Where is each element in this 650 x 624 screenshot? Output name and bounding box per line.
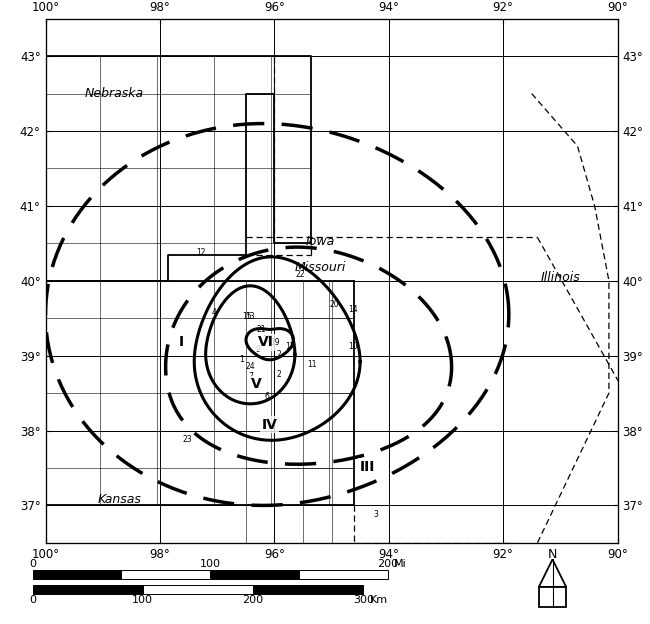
Text: I: I (179, 335, 184, 349)
Text: 4: 4 (212, 308, 216, 317)
Text: 20: 20 (330, 300, 339, 310)
Text: 13: 13 (263, 334, 272, 344)
Text: Illinois: Illinois (540, 271, 580, 283)
Bar (299, 570, 387, 579)
Text: Kansas: Kansas (98, 493, 142, 506)
Text: 200: 200 (242, 595, 264, 605)
Text: 15: 15 (242, 312, 252, 321)
Text: 7: 7 (248, 372, 253, 381)
Text: 22: 22 (295, 270, 305, 280)
Text: Nebraska: Nebraska (84, 87, 144, 100)
Text: Mi: Mi (394, 559, 407, 569)
Text: III: III (359, 459, 374, 474)
Text: N: N (548, 548, 557, 561)
Text: 17: 17 (285, 342, 295, 351)
Text: 1: 1 (239, 355, 244, 364)
Text: 9: 9 (256, 345, 261, 354)
Polygon shape (539, 559, 566, 587)
Text: 23: 23 (183, 435, 192, 444)
Text: 13: 13 (246, 312, 255, 321)
Text: 11: 11 (307, 360, 317, 369)
Text: 2: 2 (276, 370, 281, 379)
Bar (32, 585, 143, 594)
Text: 0: 0 (29, 595, 36, 605)
Text: V: V (251, 377, 261, 391)
Text: 2: 2 (276, 349, 281, 359)
Text: 100: 100 (133, 595, 153, 605)
Bar (32, 570, 122, 579)
Text: Missouri: Missouri (294, 261, 346, 274)
Text: 10: 10 (348, 342, 358, 351)
Text: 200: 200 (377, 559, 398, 569)
Text: 0: 0 (29, 559, 36, 569)
Bar (122, 570, 210, 579)
Text: IV: IV (262, 417, 278, 432)
Text: 19: 19 (270, 338, 280, 347)
Text: 100: 100 (200, 559, 220, 569)
Text: 24: 24 (246, 363, 255, 371)
Text: Iowa: Iowa (306, 235, 335, 248)
Text: 3: 3 (374, 510, 378, 519)
Polygon shape (539, 587, 566, 608)
Text: VI: VI (258, 335, 274, 349)
Text: Km: Km (370, 595, 388, 605)
Text: 14: 14 (348, 305, 358, 314)
Text: 300: 300 (353, 595, 374, 605)
Bar (253, 585, 363, 594)
Bar (210, 570, 299, 579)
Text: 6: 6 (265, 392, 270, 401)
Text: 12: 12 (196, 248, 206, 257)
Bar (143, 585, 253, 594)
Text: 21: 21 (257, 325, 266, 334)
